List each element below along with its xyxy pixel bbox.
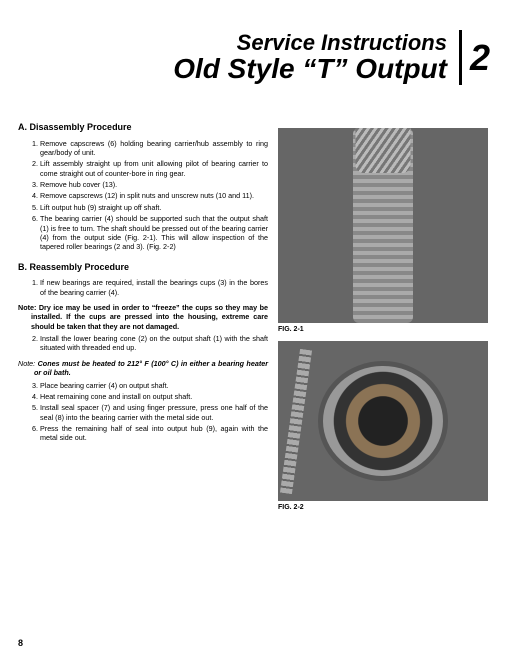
section-b-heading: B. Reassembly Procedure [18,262,268,274]
bearing-graphic [318,361,448,481]
list-item: Lift output hub (9) straight up off shaf… [40,203,268,212]
header-subtitle: Old Style “T” Output [173,54,447,83]
list-item: Lift assembly straight up from unit allo… [40,159,268,178]
list-item: Remove hub cover (13). [40,180,268,189]
section-a-steps: Remove capscrews (6) holding bearing car… [18,139,268,252]
page-header: Service Instructions Old Style “T” Outpu… [0,0,510,95]
list-item: Press the remaining half of seal into ou… [40,424,268,443]
note-body: Cones must be heated to 212° F (100° C) … [34,359,268,377]
list-item: Heat remaining cone and install on outpu… [40,392,268,401]
figure-column: FIG. 2-1 FIG. 2-2 [278,120,488,511]
figure-2-2 [278,341,488,501]
figure-2-1 [278,128,488,323]
list-item: The bearing carrier (4) should be suppor… [40,214,268,251]
thread-graphic [356,128,411,173]
page-number: 8 [18,638,23,648]
list-item: Install the lower bearing cone (2) on th… [40,334,268,353]
note-lead: Note: [18,359,35,368]
chain-graphic [280,349,312,494]
figure-2-2-caption: FIG. 2-2 [278,504,488,511]
content-columns: A. Disassembly Procedure Remove capscrew… [0,95,510,511]
header-titles: Service Instructions Old Style “T” Outpu… [203,31,455,83]
section-a-heading: A. Disassembly Procedure [18,122,268,134]
list-item: Install seal spacer (7) and using finger… [40,403,268,422]
figure-2-1-caption: FIG. 2-1 [278,326,488,333]
list-item: Remove capscrews (12) in split nuts and … [40,191,268,200]
section-a-title: Disassembly Procedure [30,122,132,132]
section-number: 2 [470,40,490,76]
list-item: Place bearing carrier (4) on output shaf… [40,381,268,390]
section-b-steps-2: Install the lower bearing cone (2) on th… [18,334,268,353]
note-dry-ice: Note: Dry ice may be used in order to “f… [18,303,268,331]
section-b-steps-3: Place bearing carrier (4) on output shaf… [18,381,268,443]
header-title: Service Instructions [203,31,447,54]
section-b-title: Reassembly Procedure [30,262,130,272]
section-b-label: B. [18,262,27,272]
section-b-steps-1: If new bearings are required, install th… [18,278,268,297]
text-column: A. Disassembly Procedure Remove capscrew… [18,120,268,511]
note-heat: Note: Cones must be heated to 212° F (10… [18,359,268,378]
section-a-label: A. [18,122,27,132]
list-item: If new bearings are required, install th… [40,278,268,297]
header-divider [459,30,462,85]
list-item: Remove capscrews (6) holding bearing car… [40,139,268,158]
